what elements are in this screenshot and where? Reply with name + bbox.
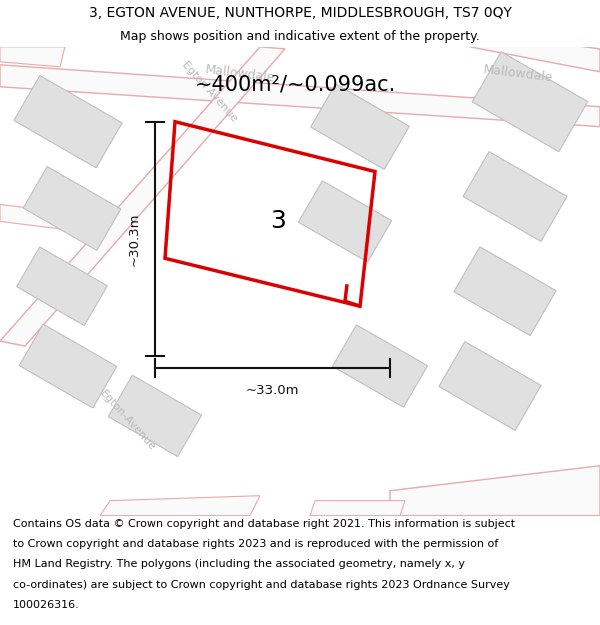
Polygon shape — [332, 325, 428, 408]
Polygon shape — [472, 52, 588, 152]
Polygon shape — [100, 496, 260, 516]
Text: Egton-Avenue: Egton-Avenue — [98, 389, 158, 453]
Text: to Crown copyright and database rights 2023 and is reproduced with the permissio: to Crown copyright and database rights 2… — [13, 539, 499, 549]
Polygon shape — [390, 466, 600, 516]
Text: 3, EGTON AVENUE, NUNTHORPE, MIDDLESBROUGH, TS7 0QY: 3, EGTON AVENUE, NUNTHORPE, MIDDLESBROUG… — [89, 6, 511, 20]
Polygon shape — [470, 32, 600, 72]
Text: Egton Avenue: Egton Avenue — [181, 59, 239, 124]
Polygon shape — [298, 181, 392, 262]
Text: 3: 3 — [270, 209, 286, 233]
Polygon shape — [23, 166, 121, 251]
Polygon shape — [0, 204, 80, 231]
Text: Mallowdale: Mallowdale — [482, 63, 554, 84]
Polygon shape — [109, 375, 202, 457]
Polygon shape — [14, 76, 122, 168]
Text: HM Land Registry. The polygons (including the associated geometry, namely x, y: HM Land Registry. The polygons (includin… — [13, 559, 465, 569]
Text: ~33.0m: ~33.0m — [246, 384, 299, 397]
Text: 100026316.: 100026316. — [13, 600, 80, 610]
Polygon shape — [0, 47, 285, 346]
Text: Map shows position and indicative extent of the property.: Map shows position and indicative extent… — [120, 30, 480, 43]
Polygon shape — [311, 84, 409, 169]
Polygon shape — [439, 342, 541, 431]
Polygon shape — [19, 324, 117, 408]
Polygon shape — [0, 65, 600, 127]
Text: Contains OS data © Crown copyright and database right 2021. This information is : Contains OS data © Crown copyright and d… — [13, 519, 515, 529]
Polygon shape — [454, 247, 556, 336]
Text: ~400m²/~0.099ac.: ~400m²/~0.099ac. — [194, 75, 395, 95]
Polygon shape — [0, 47, 65, 67]
Polygon shape — [463, 152, 567, 241]
Text: co-ordinates) are subject to Crown copyright and database rights 2023 Ordnance S: co-ordinates) are subject to Crown copyr… — [13, 579, 510, 589]
Text: Mallowdale: Mallowdale — [204, 63, 276, 84]
Polygon shape — [310, 501, 405, 516]
Polygon shape — [17, 247, 107, 326]
Text: ~30.3m: ~30.3m — [128, 212, 141, 266]
